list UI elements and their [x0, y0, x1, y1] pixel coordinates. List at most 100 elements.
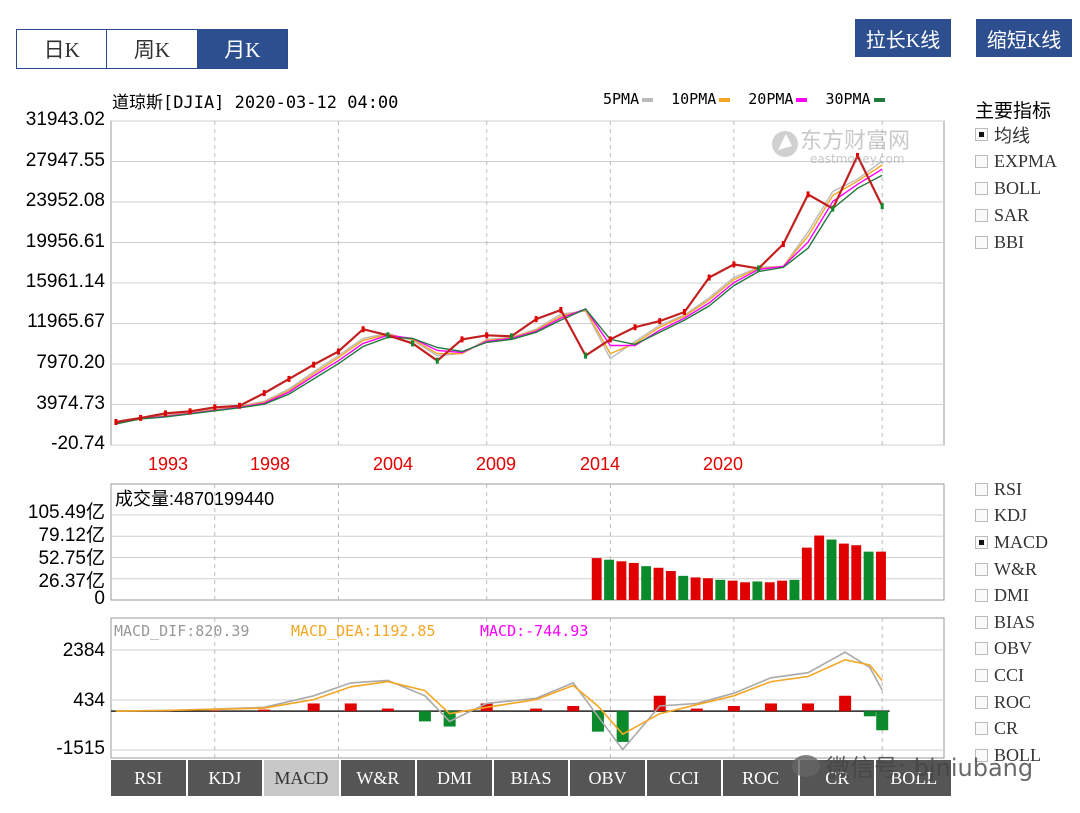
close-point	[435, 357, 439, 364]
checkbox-icon[interactable]	[975, 535, 988, 549]
close-point	[287, 375, 291, 382]
indicator-roc[interactable]: ROC	[975, 689, 1048, 716]
macd-bar	[764, 703, 777, 712]
checkbox-icon[interactable]	[975, 668, 988, 682]
indicator-cr[interactable]: CR	[975, 715, 1048, 742]
macd-bar	[802, 703, 815, 712]
indicator-boll[interactable]: BOLL	[975, 175, 1057, 202]
stretch-kline-button[interactable]: 拉长K线	[855, 19, 951, 57]
volume-bar	[678, 575, 689, 600]
macd-bar	[616, 711, 629, 742]
checkbox-icon[interactable]	[975, 695, 988, 709]
checkbox-icon[interactable]	[975, 182, 988, 195]
macd-bar	[208, 710, 221, 712]
bottom-tab-wr[interactable]: W&R	[340, 760, 418, 796]
volume-bar	[851, 545, 862, 600]
price-y-tick: 11965.67	[27, 311, 105, 332]
close-point	[485, 332, 489, 339]
series-30pma	[115, 174, 883, 425]
series-close	[115, 153, 884, 424]
checkbox-icon[interactable]	[975, 642, 988, 656]
checkbox-icon[interactable]	[975, 155, 988, 168]
volume-y-tick: 79.12亿	[38, 525, 105, 546]
close-point	[139, 414, 143, 421]
checkbox-icon[interactable]	[975, 615, 988, 629]
indicator-obv[interactable]: OBV	[975, 636, 1048, 663]
close-point	[682, 309, 686, 316]
bottom-tab-boll[interactable]: BOLL	[876, 760, 954, 796]
indicator-boll-sub[interactable]: BOLL	[975, 742, 1048, 769]
volume-bar	[838, 543, 849, 600]
close-point	[114, 418, 118, 425]
tab-month[interactable]: 月K	[197, 30, 287, 68]
volume-bar	[616, 561, 627, 600]
macd-bar	[381, 708, 394, 712]
ma-legend: 5PMA 10PMA 20PMA 30PMA	[603, 90, 885, 108]
bottom-tab-cci[interactable]: CCI	[646, 760, 724, 796]
volume-bar	[777, 580, 788, 600]
close-point	[163, 410, 167, 417]
bottom-tab-kdj[interactable]: KDJ	[187, 760, 265, 796]
indicator-bbi[interactable]: BBI	[975, 229, 1057, 256]
volume-bar	[604, 559, 615, 600]
close-point	[757, 265, 761, 272]
indicator-kdj[interactable]: KDJ	[975, 503, 1048, 530]
macd-bar	[591, 711, 604, 732]
checkbox-icon[interactable]	[975, 209, 988, 222]
bottom-tab-dmi[interactable]: DMI	[417, 760, 494, 796]
macd-y-tick: -1515	[56, 738, 105, 759]
indicator-dmi[interactable]: DMI	[975, 582, 1048, 609]
checkbox-icon[interactable]	[975, 236, 988, 249]
volume-label: 成交量:4870199440	[115, 489, 274, 509]
checkbox-icon[interactable]	[975, 722, 988, 736]
macd-bar	[443, 711, 456, 727]
bottom-tab-roc[interactable]: ROC	[723, 760, 800, 796]
indicator-ma[interactable]: 均线	[975, 121, 1057, 148]
checkbox-icon[interactable]	[975, 589, 988, 603]
indicator-macd[interactable]: MACD	[975, 529, 1048, 556]
volume-bar	[740, 582, 750, 600]
macd-bar	[690, 708, 703, 712]
checkbox-icon[interactable]	[975, 128, 988, 141]
checkbox-icon[interactable]	[975, 748, 988, 762]
price-lines	[114, 152, 884, 425]
indicator-expma[interactable]: EXPMA	[975, 148, 1057, 175]
x-tick: 2009	[476, 454, 517, 474]
price-y-tick: -20.74	[51, 433, 105, 454]
checkbox-icon[interactable]	[975, 482, 988, 496]
bottom-tab-rsi[interactable]: RSI	[111, 760, 188, 796]
price-y-tick: 31943.02	[25, 109, 105, 130]
bottom-tab-bias[interactable]: BIAS	[493, 760, 571, 796]
volume-bar	[653, 567, 664, 600]
indicator-sar[interactable]: SAR	[975, 202, 1057, 229]
macd-bar	[344, 703, 357, 712]
close-point	[608, 336, 612, 343]
indicator-wr[interactable]: W&R	[975, 556, 1048, 583]
close-point	[411, 340, 415, 347]
tab-week[interactable]: 周K	[107, 30, 198, 68]
close-point	[559, 306, 563, 313]
macd-dif-label: MACD_DIF:820.39	[114, 622, 249, 640]
macd-bar	[567, 706, 580, 712]
indicator-cci[interactable]: CCI	[975, 662, 1048, 689]
volume-bar	[801, 547, 812, 600]
indicator-bias[interactable]: BIAS	[975, 609, 1048, 636]
checkbox-icon[interactable]	[975, 562, 988, 576]
chart-title: 道琼斯[DJIA] 2020-03-12 04:00	[112, 93, 399, 113]
indicator-rsi[interactable]: RSI	[975, 476, 1048, 503]
tab-day[interactable]: 日K	[17, 30, 108, 68]
close-point	[509, 333, 513, 340]
volume-bar	[876, 551, 886, 600]
close-point	[732, 261, 736, 268]
close-point	[238, 402, 242, 409]
close-point	[831, 205, 835, 212]
price-y-tick: 23952.08	[25, 190, 105, 211]
shrink-kline-button[interactable]: 缩短K线	[976, 19, 1072, 57]
checkbox-icon[interactable]	[975, 509, 988, 523]
wechat-watermark: 微信号: bjniubang	[792, 748, 1033, 783]
close-point	[707, 274, 711, 281]
bottom-tab-obv[interactable]: OBV	[570, 760, 647, 796]
bottom-tab-macd[interactable]: MACD	[264, 760, 341, 796]
macd-bar	[307, 703, 320, 712]
